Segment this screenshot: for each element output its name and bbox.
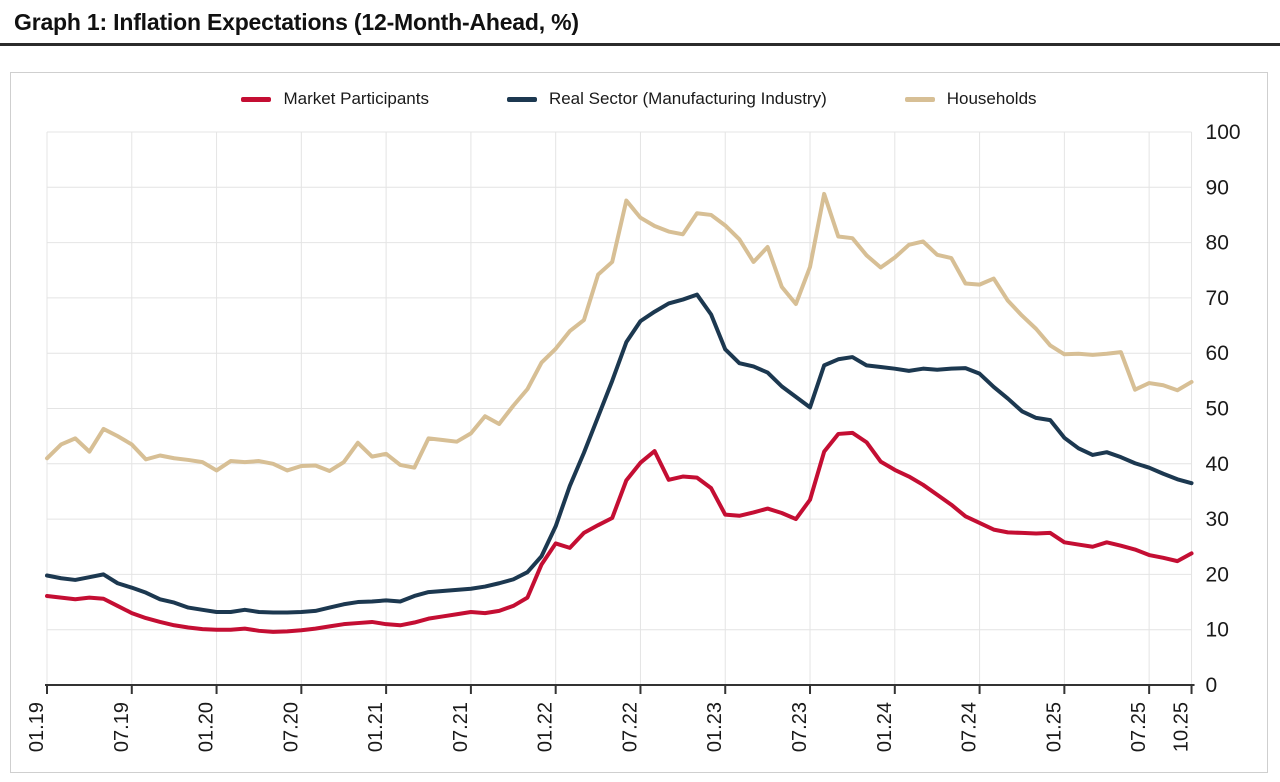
x-axis-label: 07.22 (619, 702, 641, 752)
legend-label-market-participants: Market Participants (283, 89, 429, 108)
title-underline (0, 43, 1280, 46)
legend-label-households: Households (946, 89, 1037, 108)
chart-legend: Market Participants Real Sector (Manufac… (11, 89, 1267, 109)
x-axis-label: 07.25 (1128, 702, 1150, 752)
series-line-households (45, 191, 1194, 473)
x-axis-label: 07.20 (280, 702, 302, 752)
legend-item-real-sector: Real Sector (Manufacturing Industry) (506, 89, 827, 109)
x-axis-label: 01.19 (26, 702, 48, 752)
y-axis-label: 30 (1206, 508, 1229, 531)
legend-item-market-participants: Market Participants (241, 89, 429, 109)
x-axis-label: 07.24 (959, 702, 981, 752)
series-line-real-sector-manufacturing-industry (45, 292, 1194, 615)
x-axis-label: 07.23 (789, 702, 811, 752)
y-axis-label: 20 (1206, 563, 1229, 586)
x-axis-label: 01.20 (196, 702, 218, 752)
x-axis-label: 01.25 (1043, 702, 1065, 752)
chart-canvas: 01.19 07.19 01.20 07.20 01.21 07.21 01.22 07.22… (11, 73, 1267, 772)
y-axis-label: 80 (1206, 232, 1229, 255)
x-axis-label: 01.21 (365, 702, 387, 752)
legend-swatch-real-sector (506, 96, 537, 102)
y-axis-label: 0 (1206, 674, 1218, 697)
page-title: Graph 1: Inflation Expectations (12-Mont… (14, 9, 579, 35)
y-axis-label: 50 (1206, 398, 1229, 421)
y-axis-label: 40 (1206, 453, 1229, 476)
legend-swatch-households (904, 96, 935, 102)
legend-swatch-market-participants (241, 96, 272, 102)
legend-label-real-sector: Real Sector (Manufacturing Industry) (548, 89, 827, 108)
y-axis-label: 100 (1206, 121, 1241, 144)
chart-card: Market Participants Real Sector (Manufac… (10, 72, 1268, 773)
legend-item-households: Households (904, 89, 1037, 109)
y-axis-label: 60 (1206, 342, 1229, 365)
x-axis-label: 07.19 (111, 702, 133, 752)
x-axis-label: 01.24 (874, 702, 896, 752)
y-axis-label: 70 (1206, 287, 1229, 310)
x-axis-label: 07.21 (450, 702, 472, 752)
x-axis-label: 01.23 (704, 702, 726, 752)
series-line-market-participants (45, 430, 1194, 634)
x-axis-label: 10.25 (1171, 702, 1193, 752)
y-axis-label: 10 (1206, 619, 1229, 642)
y-axis-label: 90 (1206, 176, 1229, 199)
x-axis-label: 01.22 (535, 702, 557, 752)
line-chart-svg: 01.19 07.19 01.20 07.20 01.21 07.21 01.22 07.22… (26, 121, 1241, 752)
